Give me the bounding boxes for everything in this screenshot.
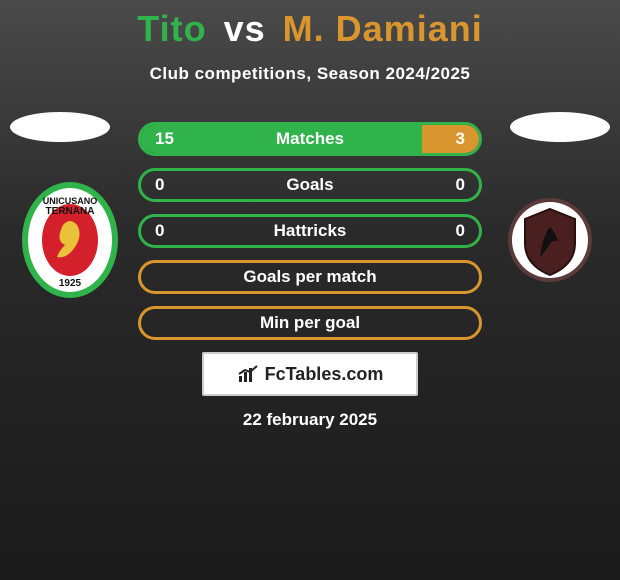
- club-badge-right: [500, 180, 600, 300]
- stat-value-right: 0: [429, 175, 479, 195]
- title-vs: vs: [224, 8, 266, 49]
- title-player1: Tito: [137, 8, 206, 49]
- stat-row: Goals per match: [138, 260, 482, 294]
- brand-text: FcTables.com: [265, 364, 384, 385]
- stat-label: Min per goal: [191, 313, 429, 333]
- stat-value-left: 15: [141, 129, 191, 149]
- club-badge-left: UNICUSANO TERNANA 1925: [20, 180, 120, 300]
- stats-table: 15Matches30Goals00Hattricks0Goals per ma…: [138, 122, 482, 340]
- svg-text:1925: 1925: [59, 278, 82, 289]
- stat-row: 0Goals0: [138, 168, 482, 202]
- avatar-placeholder-left: [10, 112, 110, 142]
- stat-value-right: 0: [429, 221, 479, 241]
- stat-label: Goals: [191, 175, 429, 195]
- stat-label: Matches: [191, 129, 429, 149]
- avatar-left-slot: [10, 112, 110, 142]
- arezzo-badge-icon: [505, 195, 595, 285]
- svg-text:UNICUSANO: UNICUSANO: [43, 196, 98, 206]
- stat-value-left: 0: [141, 175, 191, 195]
- avatar-placeholder-right: [510, 112, 610, 142]
- stat-row: 15Matches3: [138, 122, 482, 156]
- stat-label: Goals per match: [191, 267, 429, 287]
- svg-text:TERNANA: TERNANA: [46, 206, 95, 217]
- brand-badge: FcTables.com: [202, 352, 418, 396]
- date-text: 22 february 2025: [0, 410, 620, 430]
- stat-value-left: 0: [141, 221, 191, 241]
- page-title: Tito vs M. Damiani: [0, 0, 620, 50]
- stat-row: 0Hattricks0: [138, 214, 482, 248]
- ternana-badge-icon: UNICUSANO TERNANA 1925: [20, 180, 120, 300]
- stat-label: Hattricks: [191, 221, 429, 241]
- title-player2: M. Damiani: [283, 8, 483, 49]
- stat-value-right: 3: [429, 129, 479, 149]
- subtitle: Club competitions, Season 2024/2025: [0, 64, 620, 84]
- avatar-right-slot: [510, 112, 610, 142]
- stat-row: Min per goal: [138, 306, 482, 340]
- chart-icon: [237, 364, 259, 384]
